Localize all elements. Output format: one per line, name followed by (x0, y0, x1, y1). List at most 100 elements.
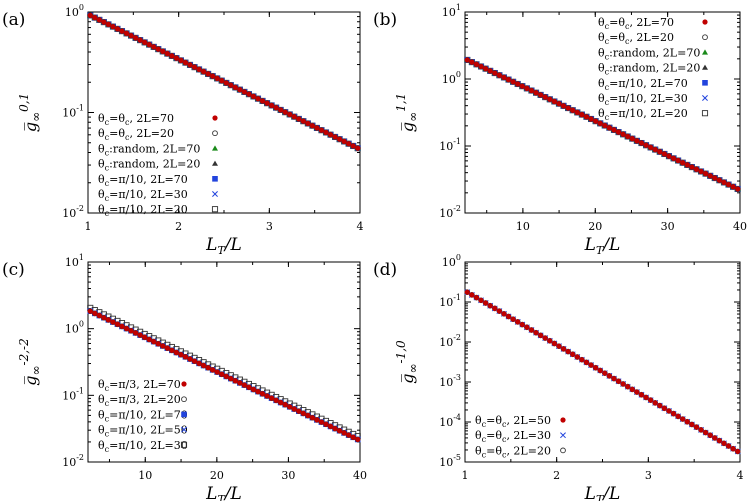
data-point (725, 181, 732, 188)
data-point (634, 138, 640, 144)
y-tick-label: 100 (65, 3, 84, 19)
x-tick-label: 3 (645, 469, 652, 482)
data-point (593, 365, 599, 371)
data-point (556, 101, 562, 107)
data-point (255, 96, 261, 102)
data-point (615, 378, 622, 384)
data-point (341, 430, 347, 436)
data-point (191, 358, 198, 364)
data-point (524, 324, 530, 330)
data-point (670, 411, 677, 417)
data-point (648, 397, 654, 403)
data-point (182, 354, 189, 360)
x-tick-label: 2 (175, 220, 182, 233)
data-point (721, 179, 727, 186)
y-tick-label: 10-2 (62, 204, 84, 220)
data-point (92, 310, 98, 316)
y-tick-label: 10-2 (439, 204, 461, 220)
legend-marker (181, 396, 187, 403)
data-point (282, 109, 288, 115)
data-point (629, 136, 635, 142)
data-point (119, 323, 125, 329)
data-point (228, 375, 234, 382)
x-axis-label: LT/L (584, 484, 621, 501)
y-tick-label: 10-5 (439, 453, 461, 469)
data-point (123, 30, 130, 36)
data-point (501, 311, 507, 317)
data-point (146, 42, 152, 48)
x-tick-label: 1 (462, 469, 469, 482)
x-tick-label: 4 (357, 220, 364, 233)
data-point (721, 440, 727, 446)
legend-label: θc:random, 2L=20 (598, 62, 700, 77)
data-point (305, 412, 311, 419)
y-tick-label: 100 (65, 320, 84, 336)
data-point (652, 146, 658, 153)
data-point (583, 359, 590, 365)
data-point (250, 386, 257, 393)
data-point (178, 57, 184, 63)
data-point (101, 315, 107, 321)
legend-label: θc=θc, 2L=50 (475, 414, 551, 429)
data-point (560, 346, 567, 352)
data-point (169, 53, 175, 59)
data-point (528, 327, 535, 333)
x-tick-label: 10 (516, 220, 530, 233)
data-point (597, 367, 603, 374)
data-point (300, 118, 306, 124)
data-point (698, 427, 704, 433)
data-point (223, 80, 229, 86)
legend-marker (180, 441, 188, 448)
legend-label: θc=θc, 2L=20 (98, 127, 174, 142)
legend-marker (181, 426, 187, 433)
data-point (332, 425, 338, 432)
data-point (675, 413, 681, 419)
y-tick-label: 10-1 (439, 293, 461, 309)
data-point (87, 12, 93, 18)
legend-label: θc=θc, 2L=70 (598, 16, 674, 31)
data-point (246, 384, 252, 390)
data-point (291, 114, 297, 120)
data-point (735, 186, 741, 192)
data-point (469, 292, 475, 298)
data-point (278, 107, 284, 113)
data-point (146, 336, 152, 343)
panel-2: (c) 10 20 30 40 10-2 10-1 100 101 LT/L g̅∞-2,-2 θc=… (2, 253, 367, 501)
series-0 (464, 289, 741, 455)
data-point (689, 164, 695, 170)
y-tick-label: 100 (442, 253, 461, 269)
legend-label: θc=θc, 2L=20 (475, 444, 551, 459)
data-point (625, 133, 631, 140)
panel-label: (c) (2, 260, 25, 280)
y-tick-label: 10-2 (62, 453, 84, 469)
data-point (196, 360, 202, 366)
y-axis-label: g̅∞1,1 (394, 93, 420, 132)
data-point (119, 28, 125, 34)
series-0 (87, 308, 361, 443)
data-point (237, 87, 243, 93)
data-point (689, 421, 695, 428)
data-point (574, 354, 580, 360)
legend-marker (212, 160, 218, 166)
data-point (250, 93, 257, 100)
data-point (666, 153, 672, 159)
x-axis-label: LT/L (584, 235, 621, 257)
data-point (570, 107, 576, 113)
series-0 (464, 57, 741, 192)
data-point (588, 362, 594, 368)
y-tick-label: 10-1 (62, 386, 84, 402)
data-point (151, 339, 157, 345)
data-point (214, 369, 220, 375)
data-point (314, 125, 320, 131)
data-point (205, 71, 211, 77)
data-point (128, 33, 134, 39)
x-tick-label: 30 (661, 220, 675, 233)
data-point (355, 145, 361, 151)
legend-label: θc=π/10, 2L=70 (98, 173, 188, 188)
data-point (707, 173, 713, 179)
x-tick-label: 30 (281, 469, 295, 482)
legend-marker (212, 191, 218, 197)
x-tick-label: 3 (266, 220, 273, 233)
data-point (693, 424, 700, 430)
